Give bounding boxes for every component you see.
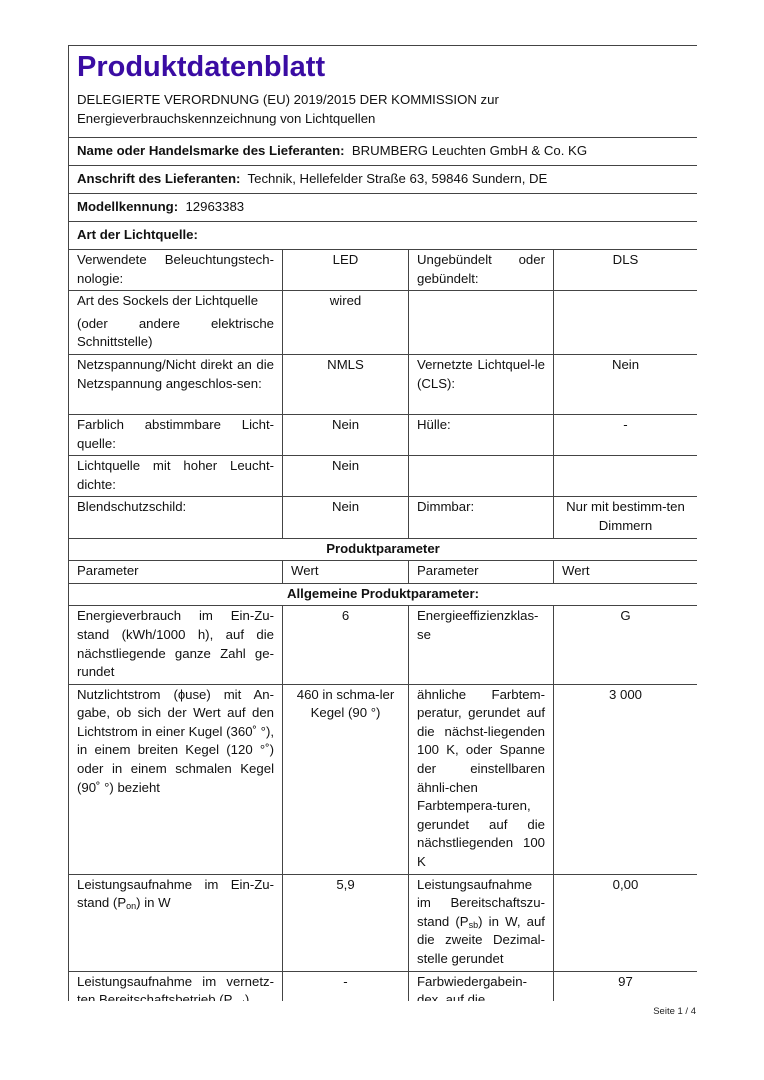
supplier-name-value: BRUMBERG Leuchten GmbH & Co. KG xyxy=(351,143,588,158)
table-row: Leistungsaufnahme im Ein-Zu-stand (Pon) … xyxy=(68,873,697,972)
cell: Nein xyxy=(282,455,409,498)
supplier-name-label: Name oder Handelsmarke des Lieferanten: xyxy=(77,143,345,158)
cell: Ungebündelt oder gebündelt: xyxy=(408,248,554,292)
cell: wired xyxy=(282,290,409,355)
model-label: Modellkennung: xyxy=(77,199,179,214)
cell xyxy=(553,290,697,355)
cell: 97 xyxy=(553,970,697,1001)
table-row: Leistungsaufnahme im vernetz-ten Bereits… xyxy=(68,970,697,1001)
cell: Leistungsaufnahme im vernetz-ten Bereits… xyxy=(68,970,283,1001)
cell xyxy=(408,455,554,498)
cell: Art des Sockels der Lichtquelle (oder and… xyxy=(68,290,283,355)
light-source-type-label: Art der Lichtquelle: xyxy=(77,227,198,242)
text: ) xyxy=(244,992,250,1001)
supplier-address-row: Anschrift des Lieferanten: Technik, Hell… xyxy=(68,165,697,194)
subscript: on xyxy=(126,901,137,912)
subscript: sb xyxy=(468,919,479,930)
table-row: Farblich abstimmbare Licht-quelle: Nein Hü… xyxy=(68,413,697,457)
cell: Leistungsaufnahme im Ein-Zu-stand (Pon) … xyxy=(68,873,283,972)
supplier-address-value: Technik, Hellefelder Straße 63, 59846 Su… xyxy=(247,171,548,186)
cell: 0,00 xyxy=(553,873,697,972)
cell: Blendschutzschild: xyxy=(68,496,283,539)
table-row: Lichtquelle mit hoher Leucht-dichte: Nein xyxy=(68,455,697,498)
text: ) in W xyxy=(136,895,171,911)
cell: Vernetzte Lichtquel-le (CLS): xyxy=(408,353,554,415)
title-block: Produktdatenblatt DELEGIERTE VERORDNUNG … xyxy=(68,45,697,138)
table-row: Nutzlichtstrom (ɸuse) mit An-gabe, ob si… xyxy=(68,683,697,875)
page-title: Produktdatenblatt xyxy=(77,51,326,83)
cell: Farbwiedergabein-dex, auf die xyxy=(408,970,554,1001)
text: ) in W, auf die zweite Dezimal-stelle ge… xyxy=(417,913,545,966)
cell: Nutzlichtstrom (ɸuse) mit An-gabe, ob si… xyxy=(68,683,283,875)
cell xyxy=(553,455,697,498)
cell: Nein xyxy=(282,496,409,539)
page-number: Seite 1 / 4 xyxy=(653,1006,696,1017)
cell: Hülle: xyxy=(408,413,554,457)
column-header-row: Parameter Wert Parameter Wert xyxy=(68,560,697,584)
text: Leistungsaufnahme im Ein-Zu-stand (P xyxy=(77,876,274,911)
column-header: Wert xyxy=(553,560,697,584)
table-row: Blendschutzschild: Nein Dimmbar: Nur mit be… xyxy=(68,496,697,539)
cell: Verwendete Beleuchtungstech-nologie: xyxy=(68,248,283,292)
table-row: Netzspannung/Nicht direkt an die Netzspa… xyxy=(68,353,697,415)
cell: - xyxy=(553,413,697,457)
column-header: Parameter xyxy=(408,560,554,584)
cell: Nein xyxy=(282,413,409,457)
table-row: Art des Sockels der Lichtquelle (oder and… xyxy=(68,290,697,355)
socket-label: Art des Sockels der Lichtquelle xyxy=(77,293,259,309)
model-row: Modellkennung: 12963383 xyxy=(68,193,697,222)
datasheet-table: Produktdatenblatt DELEGIERTE VERORDNUNG … xyxy=(68,45,697,1001)
cell xyxy=(408,290,554,355)
column-header: Parameter xyxy=(68,560,283,584)
cell: Dimmbar: xyxy=(408,496,554,539)
cell: 6 xyxy=(282,605,409,685)
regulation-line-1: DELEGIERTE VERORDNUNG (EU) 2019/2015 DER… xyxy=(77,92,499,107)
cell: 3 000 xyxy=(553,683,697,875)
light-source-type-row: Art der Lichtquelle: xyxy=(68,221,697,250)
text: Leistungsaufnahme im Bereitschaftszu-sta… xyxy=(417,876,545,929)
product-params-title-row: Produktparameter xyxy=(68,537,697,562)
cell: G xyxy=(553,605,697,685)
cell: DLS xyxy=(553,248,697,292)
table-row: Energieverbrauch im Ein-Zu-stand (kWh/10… xyxy=(68,605,697,685)
cell: Farblich abstimmbare Licht-quelle: xyxy=(68,413,283,457)
cell: NMLS xyxy=(282,353,409,415)
cell: - xyxy=(282,970,409,1001)
regulation-line-2: Energieverbrauchskennzeichnung von Licht… xyxy=(77,110,376,126)
subscript: net xyxy=(232,998,245,1001)
text: Leistungsaufnahme im vernetz-ten Bereits… xyxy=(77,973,274,1001)
socket-note: (oder andere elektrische Schnittstelle) xyxy=(77,315,274,350)
cell: Energieeffizienzklas-se xyxy=(408,605,554,685)
cell: Nein xyxy=(553,353,697,415)
general-params-title-row: Allgemeine Produktparameter: xyxy=(68,582,697,607)
cell: Leistungsaufnahme im Bereitschaftszu-sta… xyxy=(408,873,554,972)
section-title: Produktparameter xyxy=(326,540,440,556)
cell: Nur mit bestimm-ten Dimmern xyxy=(553,496,697,539)
model-value: 12963383 xyxy=(185,199,245,214)
supplier-address-label: Anschrift des Lieferanten: xyxy=(77,171,241,186)
cell: LED xyxy=(282,248,409,292)
cell: ähnliche Farbtem-peratur, gerundet auf d… xyxy=(408,683,554,875)
section-title: Allgemeine Produktparameter: xyxy=(286,585,479,601)
datasheet: Produktdatenblatt DELEGIERTE VERORDNUNG … xyxy=(68,45,697,1001)
cell: Energieverbrauch im Ein-Zu-stand (kWh/10… xyxy=(68,605,283,685)
cell: 5,9 xyxy=(282,873,409,972)
column-header: Wert xyxy=(282,560,409,584)
cell: Netzspannung/Nicht direkt an die Netzspa… xyxy=(68,353,283,415)
cell: Lichtquelle mit hoher Leucht-dichte: xyxy=(68,455,283,498)
cell: 460 in schma-ler Kegel (90 °) xyxy=(282,683,409,875)
table-row: Verwendete Beleuchtungstech-nologie: LED U… xyxy=(68,248,697,292)
supplier-name-row: Name oder Handelsmarke des Lieferanten: … xyxy=(68,137,697,166)
